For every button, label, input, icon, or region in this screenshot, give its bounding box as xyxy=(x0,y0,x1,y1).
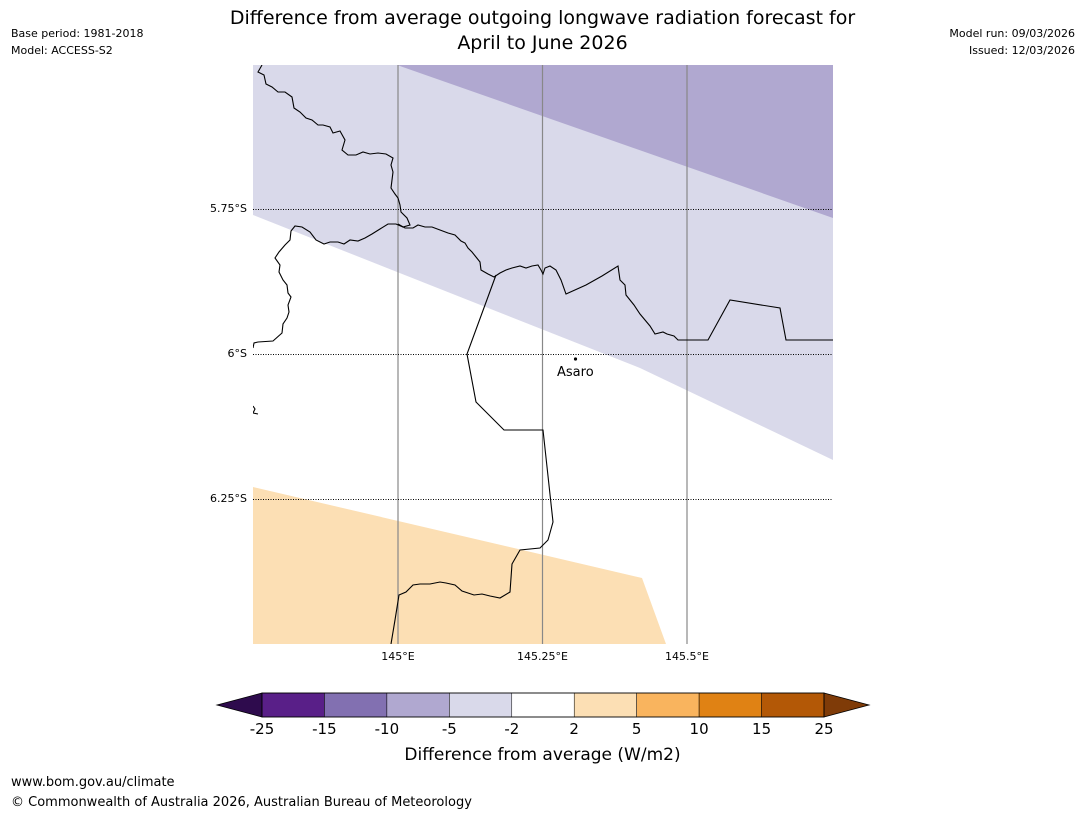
colorbar-segment xyxy=(761,692,825,718)
map-area xyxy=(253,65,833,644)
colorbar xyxy=(215,692,871,718)
colorbar-tick: 10 xyxy=(689,720,709,738)
colorbar-segment xyxy=(511,692,575,718)
colorbar-tick: 2 xyxy=(569,720,579,738)
colorbar-segments xyxy=(261,692,825,718)
colorbar-segment xyxy=(449,692,513,718)
footer-url[interactable]: www.bom.gov.au/climate xyxy=(11,775,175,790)
colorbar-tick: 25 xyxy=(814,720,834,738)
boundary-central xyxy=(397,223,833,341)
lon-label-145-25: 145.25°E xyxy=(517,650,568,663)
colorbar-segment xyxy=(636,692,700,718)
metadata-right: Model run: 09/03/2026 Issued: 12/03/2026 xyxy=(949,25,1075,59)
light-orange-region xyxy=(253,487,666,644)
lat-label-5-75: 5.75°S xyxy=(210,202,247,215)
asaro-marker xyxy=(573,357,578,361)
colorbar-segment xyxy=(386,692,450,718)
base-period: Base period: 1981-2018 xyxy=(11,27,144,40)
colorbar-tick: -25 xyxy=(249,720,275,738)
lon-label-145-5: 145.5°E xyxy=(665,650,709,663)
medium-purple-region xyxy=(397,65,833,218)
place-label-asaro: Asaro xyxy=(557,365,594,380)
boundary-west-fragment xyxy=(253,405,259,415)
colorbar-frame xyxy=(261,692,825,718)
colorbar-segment xyxy=(698,692,762,718)
lon-label-145: 145°E xyxy=(381,650,415,663)
model-name: Model: ACCESS-S2 xyxy=(11,44,113,57)
colorbar-label: Difference from average (W/m2) xyxy=(404,745,681,765)
lat-label-6: 6°S xyxy=(227,347,247,360)
metadata-left: Base period: 1981-2018 Model: ACCESS-S2 xyxy=(11,25,143,59)
colorbar-tick: -2 xyxy=(504,720,520,738)
colorbar-tick: 15 xyxy=(752,720,772,738)
boundary-southern xyxy=(390,274,554,644)
colorbar-over-arrow xyxy=(823,692,871,718)
colorbar-segment xyxy=(261,692,325,718)
colorbar-segment xyxy=(573,692,637,718)
issued-date: Issued: 12/03/2026 xyxy=(968,44,1075,57)
footer-copyright: © Commonwealth of Australia 2026, Austra… xyxy=(11,795,472,810)
boundary-northern xyxy=(253,65,411,349)
colorbar-tick: -15 xyxy=(312,720,337,738)
colorbar-under-arrow xyxy=(215,692,263,718)
map-title-line2: April to June 2026 xyxy=(457,32,628,54)
lat-label-6-25: 6.25°S xyxy=(210,492,247,505)
colorbar-tick: 5 xyxy=(631,720,642,738)
colorbar-tick: -5 xyxy=(441,720,457,738)
map-title-line1: Difference from average outgoing longwav… xyxy=(229,7,856,29)
map-title: Difference from average outgoing longwav… xyxy=(0,6,1085,56)
colorbar-segment xyxy=(324,692,388,718)
colorbar-tick: -10 xyxy=(374,720,400,738)
model-run: Model run: 09/03/2026 xyxy=(949,27,1075,40)
